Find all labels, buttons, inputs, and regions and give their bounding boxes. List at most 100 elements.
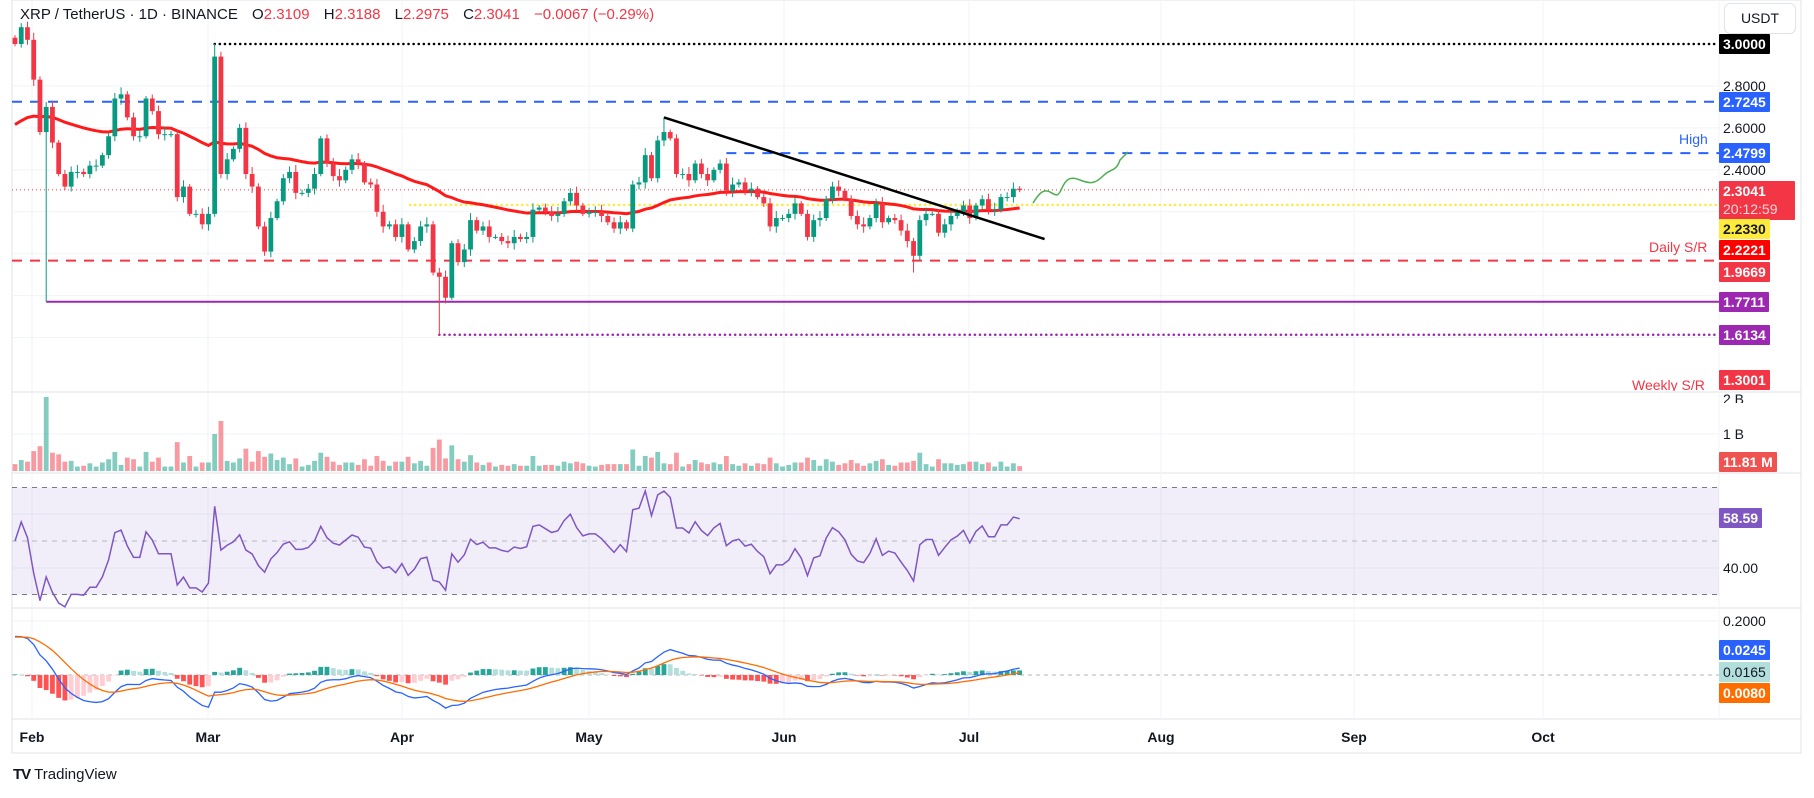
candle-body [511,236,517,244]
close-label: C [463,6,474,23]
macd-histogram-bar [973,671,979,675]
candle-body [461,249,467,263]
volume-bar [811,460,817,471]
candle-body [486,226,492,237]
macd-histogram-bar [418,675,423,681]
macd-histogram-bar [929,673,935,675]
volume-bar [636,465,642,471]
volume-bar [449,445,455,471]
candle-body [318,138,324,175]
volume-bar [792,462,798,471]
volume-bar [917,452,923,471]
volume-bar [493,466,498,471]
volume-bar [730,464,735,471]
macd-histogram-bar [212,671,218,675]
symbol-title[interactable]: XRP / TetherUS · 1D · BINANCE [20,6,238,23]
candle-body [911,241,916,256]
signal-value-tag: 0.0080 [1719,683,1770,703]
volume-bar [124,457,130,471]
macd-histogram-bar [224,671,230,675]
macd-histogram-bar [231,670,236,675]
candle-body [87,165,93,175]
level-tag-16134: 1.6134 [1719,325,1770,345]
macd-histogram-bar [262,675,267,683]
volume-bar [149,461,155,471]
volume-bar [299,466,305,471]
macd-histogram-bar [31,675,37,681]
candle-body [349,159,355,170]
volume-bar [886,464,891,471]
tradingview-logo-icon: TV [13,766,31,783]
price-tick: 2.6000 [1723,120,1766,136]
time-label-sep: Sep [1341,729,1367,745]
candle-body [624,222,629,229]
candle-body [137,136,143,138]
currency-button[interactable]: USDT [1724,3,1796,34]
volume-bar [143,451,149,471]
candle-body [93,165,99,167]
candle-body [255,186,261,227]
volume-bar [362,459,367,471]
macd-histogram-bar [187,675,193,685]
macd-histogram-bar [81,675,87,696]
macd-histogram-bar [131,670,136,675]
macd-histogram-bar [624,675,629,678]
candle-body [599,211,604,216]
level-tag-high: 2.4799 [1719,143,1770,163]
candle-body [680,174,686,176]
macd-histogram-bar [961,671,966,675]
volume-bar [979,464,985,471]
volume-bar [898,462,904,471]
macd-histogram-bar [337,669,342,675]
macd-histogram-bar [886,675,891,676]
macd-histogram-bar [330,668,336,675]
candle-body [355,159,361,164]
candle-body [942,224,948,233]
candle-body [131,117,136,137]
volume-bar [405,456,411,471]
candle-body [499,236,505,242]
volume-bar [181,462,186,471]
macd-histogram-bar [649,668,654,675]
volume-bar [368,465,374,471]
candle-body [218,56,224,175]
candle-body [561,201,567,214]
high-label: H [323,6,335,23]
trendline [663,116,1045,241]
macd-histogram-bar [206,675,211,687]
macd-histogram-bar [592,672,598,675]
macd-histogram-bar [18,674,24,676]
candle-body [1011,188,1016,198]
candle-body [187,186,193,214]
volume-bar [430,447,436,471]
volume-bar [399,461,405,471]
volume-bar [723,455,729,471]
last-price: 2.3041 [1723,183,1766,199]
macd-histogram-bar [705,675,711,677]
macd-histogram-bar [936,674,941,675]
macd-histogram-bar [443,675,448,685]
macd-histogram-bar [942,674,948,675]
macd-histogram-bar [911,675,916,680]
macd-histogram-bar [555,668,561,675]
volume-bar [599,464,604,471]
tradingview-branding[interactable]: TV TradingView [13,766,117,783]
volume-bar [50,452,55,471]
candle-body [798,203,804,214]
candle-body [305,188,311,193]
volume-bar [262,456,267,471]
candle-body [823,199,829,219]
macd-histogram-bar [349,669,355,675]
volume-bar [748,465,754,471]
volume-bar [630,449,636,471]
volume-bar [836,464,842,471]
volume-bar [823,459,829,471]
candle-body [842,190,848,200]
macd-histogram-bar [343,669,349,675]
high-label: High [1679,131,1708,147]
macd-histogram-bar [493,669,498,675]
volume-bar [337,464,342,471]
volume-bar [848,460,854,471]
volume-bar [817,465,823,471]
